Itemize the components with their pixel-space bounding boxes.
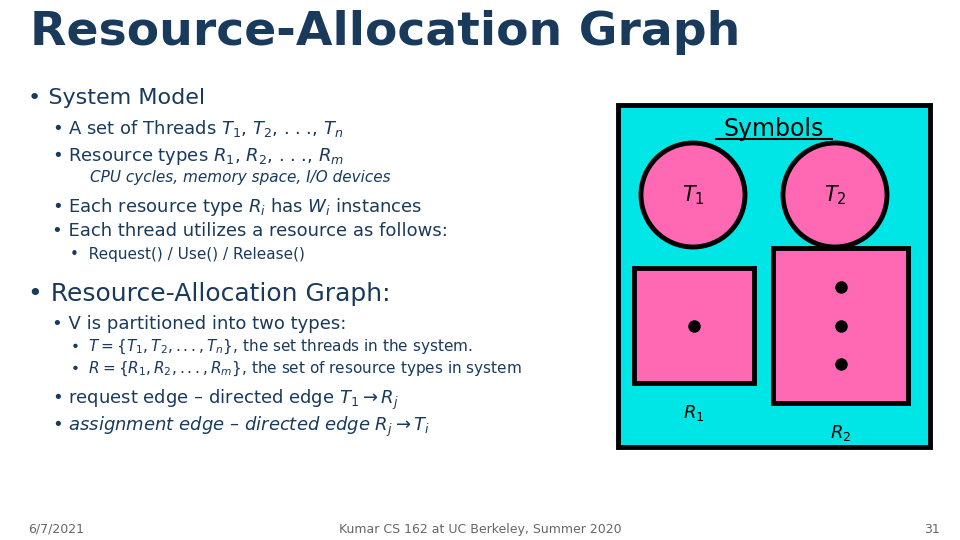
Text: $R_2$: $R_2$: [829, 423, 852, 443]
Bar: [634, 268, 754, 383]
Text: • assignment edge – directed edge $R_j \rightarrow T_i$: • assignment edge – directed edge $R_j \…: [52, 415, 430, 439]
Text: • V is partitioned into two types:: • V is partitioned into two types:: [52, 315, 347, 333]
Text: • request edge – directed edge $T_1 \rightarrow R_j$: • request edge – directed edge $T_1 \rig…: [52, 388, 398, 412]
Circle shape: [641, 143, 745, 247]
Text: • A set of Threads $T_1$, $T_2$, . . ., $T_n$: • A set of Threads $T_1$, $T_2$, . . ., …: [52, 118, 344, 139]
Text: 6/7/2021: 6/7/2021: [28, 523, 84, 536]
Text: •  Request() / Use() / Release(): • Request() / Use() / Release(): [70, 247, 305, 262]
Text: • Resource-Allocation Graph:: • Resource-Allocation Graph:: [28, 282, 391, 306]
Text: •  $R = \{R_1, R_2, ..., R_m\}$, the set of resource types in system: • $R = \{R_1, R_2, ..., R_m\}$, the set …: [70, 360, 521, 379]
Text: $R_1$: $R_1$: [684, 403, 705, 423]
Text: 31: 31: [924, 523, 940, 536]
Bar: [618, 105, 930, 447]
Text: • System Model: • System Model: [28, 88, 205, 108]
Text: • Each resource type $R_i$ has $W_i$ instances: • Each resource type $R_i$ has $W_i$ ins…: [52, 196, 422, 218]
Bar: [773, 248, 908, 403]
Text: CPU cycles, memory space, I/O devices: CPU cycles, memory space, I/O devices: [90, 170, 391, 185]
Circle shape: [783, 143, 887, 247]
Text: Symbols: Symbols: [724, 117, 825, 141]
Text: •  $T = \{T_1, T_2, ..., T_n\}$, the set threads in the system.: • $T = \{T_1, T_2, ..., T_n\}$, the set …: [70, 338, 472, 356]
Text: • Each thread utilizes a resource as follows:: • Each thread utilizes a resource as fol…: [52, 222, 448, 240]
Text: $T_2$: $T_2$: [824, 183, 847, 207]
Text: $T_1$: $T_1$: [682, 183, 705, 207]
Text: Kumar CS 162 at UC Berkeley, Summer 2020: Kumar CS 162 at UC Berkeley, Summer 2020: [339, 523, 621, 536]
Text: Resource-Allocation Graph: Resource-Allocation Graph: [30, 10, 740, 55]
Text: • Resource types $R_1$, $R_2$, . . ., $R_m$: • Resource types $R_1$, $R_2$, . . ., $R…: [52, 146, 344, 167]
